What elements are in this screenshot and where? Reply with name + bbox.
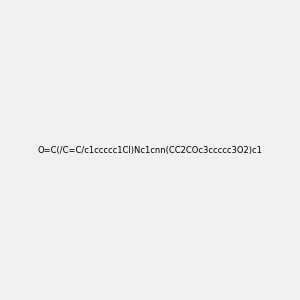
Text: O=C(/C=C/c1ccccc1Cl)Nc1cnn(CC2COc3ccccc3O2)c1: O=C(/C=C/c1ccccc1Cl)Nc1cnn(CC2COc3ccccc3… <box>38 146 262 154</box>
